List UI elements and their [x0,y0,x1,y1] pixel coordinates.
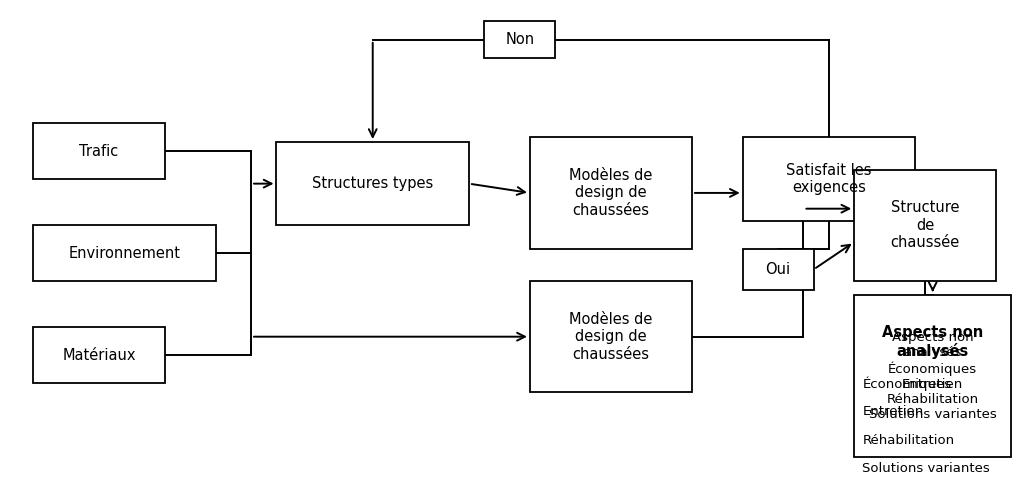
Text: Aspects non
analysés: Aspects non analysés [882,325,983,359]
Text: Entretien: Entretien [862,405,923,418]
Text: Solutions variantes: Solutions variantes [862,462,990,475]
Text: Structure
de
chaussée: Structure de chaussée [891,201,959,251]
Text: Économiques: Économiques [862,376,951,390]
Text: Aspects non
analysés
Économiques
Entretien
Réhabilitation
Solutions variantes: Aspects non analysés Économiques Entreti… [869,331,996,421]
Text: Trafic: Trafic [79,144,119,159]
Text: Oui: Oui [765,262,791,277]
Text: Environnement: Environnement [69,246,181,261]
Text: Structures types: Structures types [312,176,433,191]
FancyBboxPatch shape [33,124,165,179]
FancyBboxPatch shape [33,226,215,281]
Text: Modèles de
design de
chaussées: Modèles de design de chaussées [569,312,653,362]
Text: Modèles de
design de
chaussées: Modèles de design de chaussées [569,168,653,218]
FancyBboxPatch shape [743,137,915,221]
FancyBboxPatch shape [276,142,469,226]
FancyBboxPatch shape [855,295,1012,457]
FancyBboxPatch shape [484,22,555,58]
FancyBboxPatch shape [855,170,996,281]
Text: Réhabilitation: Réhabilitation [862,433,954,446]
Text: Matériaux: Matériaux [63,348,135,363]
Text: Non: Non [505,33,535,47]
FancyBboxPatch shape [743,249,814,290]
FancyBboxPatch shape [33,328,165,383]
FancyBboxPatch shape [529,137,692,249]
Text: Satisfait les
exigences: Satisfait les exigences [786,163,871,195]
FancyBboxPatch shape [529,281,692,392]
